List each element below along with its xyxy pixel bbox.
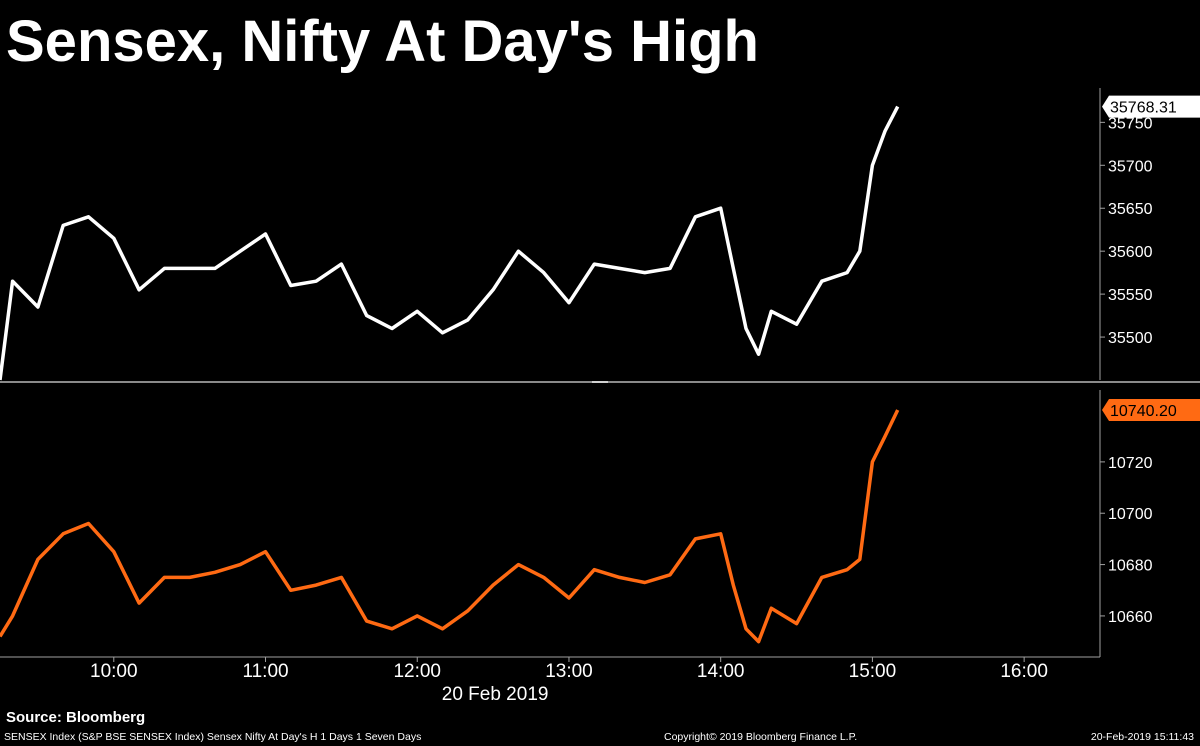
timestamp-text: 20-Feb-2019 15:11:43 — [1090, 731, 1194, 743]
sensex-y-tick-label: 35750 — [1108, 115, 1153, 132]
footer-description: SENSEX Index (S&P BSE SENSEX Index) Sens… — [4, 731, 422, 743]
nifty-y-tick-label: 10660 — [1108, 609, 1153, 626]
sensex-last-value-text: 35768.31 — [1110, 100, 1177, 117]
source-label: Source: Bloomberg — [6, 709, 146, 726]
sensex-y-tick-label: 35650 — [1108, 201, 1153, 218]
x-axis: 10:00 11:00 12:00 13:00 14:00 15:00 16:00 20 Fe… — [0, 656, 1100, 705]
x-tick-label: 11:00 — [242, 661, 288, 682]
x-tick-label: 12:00 — [393, 661, 441, 682]
chart-title: Sensex, Nifty At Day's High — [6, 9, 759, 74]
copyright-text: Copyright© 2019 Bloomberg Finance L.P. — [664, 731, 858, 743]
nifty-last-value-text: 10740.20 — [1110, 403, 1177, 420]
sensex-series-line — [0, 105, 900, 381]
nifty-last-value-label: 10740.20 — [1102, 399, 1200, 422]
sensex-last-value-box — [1102, 95, 1200, 118]
sensex-y-tick-label: 35550 — [1108, 287, 1153, 304]
nifty-y-tick-label: 10700 — [1108, 506, 1153, 523]
x-tick-label: 14:00 — [697, 661, 745, 682]
x-tick-label: 15:00 — [849, 661, 897, 682]
sensex-last-value-label: 35768.31 — [1102, 95, 1200, 118]
nifty-y-tick-label: 10680 — [1108, 558, 1153, 575]
nifty-panel: 10660 10680 10700 10720 10740.20 — [0, 390, 1200, 657]
x-tick-label: 10:00 — [90, 661, 138, 682]
sensex-y-tick-label: 35700 — [1108, 158, 1153, 175]
nifty-y-tick-label: 10720 — [1108, 455, 1153, 472]
x-tick-label: 13:00 — [545, 661, 593, 682]
nifty-series-line — [0, 409, 900, 644]
x-date-label: 20 Feb 2019 — [442, 684, 549, 705]
sensex-y-tick-label: 35500 — [1108, 330, 1153, 347]
nifty-last-value-box — [1102, 399, 1200, 422]
x-tick-label: 16:00 — [1000, 661, 1048, 682]
sensex-y-tick-label: 35600 — [1108, 244, 1153, 261]
